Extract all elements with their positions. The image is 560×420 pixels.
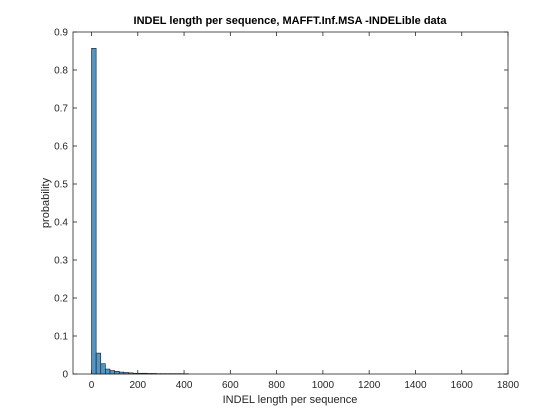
y-ticks-group: 0 0.1 0.2 0.3 0.4 0.5 0.6 0.7 0.8 0.9 [54, 28, 508, 381]
x-ticks-group: 0 200 400 600 800 1000 1200 1400 1600 1800 [89, 32, 520, 391]
bars-group [91, 48, 189, 375]
histogram-bar [109, 370, 115, 375]
x-tick-label: 400 [176, 380, 193, 391]
y-axis-label: probability [40, 177, 52, 228]
x-tick-label: 1400 [404, 380, 427, 391]
x-tick-label: 800 [268, 380, 285, 391]
y-tick-label: 0.7 [54, 104, 68, 115]
x-tick-label: 1000 [312, 380, 335, 391]
y-tick-label: 0.5 [54, 180, 68, 191]
axes-box [72, 31, 509, 375]
x-axis-label: INDEL length per sequence [223, 394, 358, 406]
histogram-bar [100, 363, 106, 375]
x-tick-label: 200 [129, 380, 146, 391]
x-tick-label: 1600 [451, 380, 474, 391]
y-tick-label: 0.1 [54, 332, 68, 343]
histogram-bar [105, 368, 111, 375]
x-tick-label: 600 [222, 380, 239, 391]
y-tick-label: 0.3 [54, 256, 68, 267]
histogram-bar [95, 352, 102, 375]
y-tick-label: 0.9 [54, 28, 68, 39]
x-tick-label: 1800 [497, 380, 520, 391]
histogram-bar [91, 48, 97, 375]
y-tick-label: 0.2 [54, 294, 68, 305]
y-tick-label: 0 [62, 370, 68, 381]
y-tick-label: 0.8 [54, 66, 68, 77]
x-tick-label: 0 [89, 380, 95, 391]
plot-area [73, 32, 508, 374]
y-tick-label: 0.6 [54, 142, 68, 153]
chart-title: INDEL length per sequence, MAFFT.Inf.MSA… [134, 15, 448, 27]
y-tick-label: 0.4 [54, 218, 68, 229]
x-tick-label: 1200 [358, 380, 381, 391]
